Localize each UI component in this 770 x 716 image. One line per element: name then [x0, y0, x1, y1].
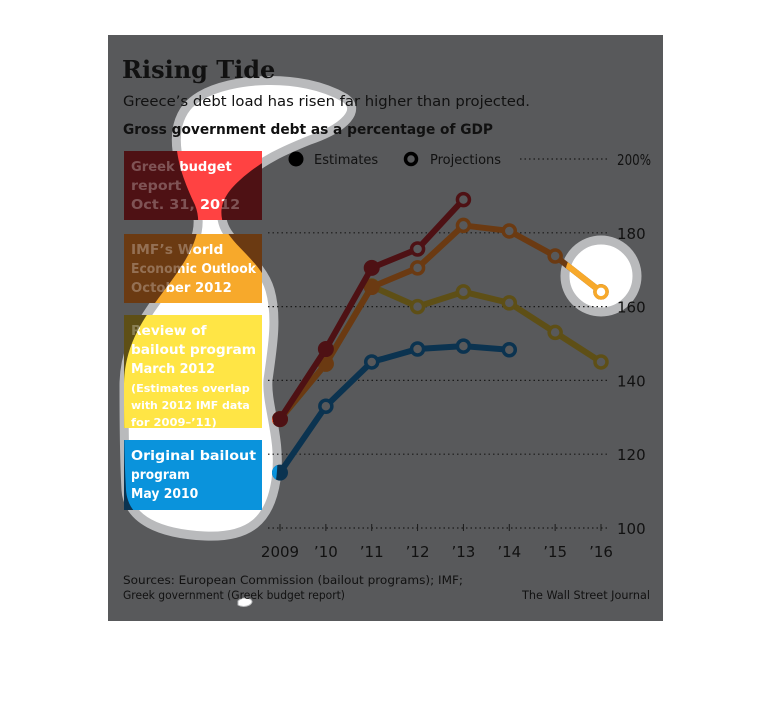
- projection-point-highlight: [593, 284, 609, 300]
- projection-point: [409, 260, 426, 276]
- y-tick-label: 180: [617, 225, 646, 243]
- highlight-blob: [237, 597, 253, 607]
- x-tick-label: ’11: [360, 543, 384, 561]
- x-tick-label: ’12: [406, 543, 430, 561]
- projection-point: [455, 217, 472, 234]
- x-tick-label: 2009: [261, 543, 299, 561]
- x-tick-label: ’16: [589, 543, 613, 561]
- chart-title: Rising Tide: [122, 55, 275, 84]
- series-label-line: for 2009–’11): [131, 416, 217, 429]
- credit-label: The Wall Street Journal: [521, 588, 650, 602]
- series-label-box: Original bailout program May 2010: [124, 440, 262, 510]
- legend-estimates-label: Estimates: [314, 153, 378, 168]
- x-tick-label: ’15: [543, 543, 567, 561]
- x-tick-label: ’13: [451, 543, 475, 561]
- projection-point: [501, 342, 518, 358]
- projection-point: [593, 354, 609, 370]
- chart-text-layer: Rising Tide Greece’s debt load has risen…: [122, 55, 651, 602]
- series-label-line: bailout program: [131, 342, 256, 358]
- x-tick-label: ’10: [314, 543, 338, 561]
- series-label-line: Review of: [131, 323, 207, 339]
- y-tick-label: 140: [617, 372, 646, 390]
- series-label-line: (Estimates overlap: [131, 382, 250, 395]
- legend-estimates-marker-icon: [288, 151, 304, 167]
- legend-projections-marker-icon: [403, 151, 419, 167]
- projection-point: [455, 191, 472, 208]
- chart-label: Gross government debt as a percentage of…: [123, 122, 493, 138]
- series-label-line: Original bailout: [131, 448, 257, 464]
- series-original-bailout-program-may-2010: [272, 338, 518, 481]
- projection-point: [455, 338, 472, 354]
- projection-point: [455, 284, 472, 300]
- highlight-blob: [560, 235, 642, 317]
- series-label-line: program: [131, 467, 190, 483]
- sources-line-1: Sources: European Commission (bailout pr…: [123, 573, 463, 587]
- series-label-box: Review of bailout program March 2012 (Estim…: [124, 315, 262, 429]
- projection-point: [501, 223, 518, 239]
- estimate-point: [363, 279, 380, 296]
- estimate-point: [317, 341, 334, 358]
- series-greek-budget-report-oct-31-2012: [272, 191, 472, 428]
- y-tick-label: 200%: [617, 151, 651, 169]
- estimate-point: [272, 411, 288, 428]
- series-label-line: with 2012 IMF data: [131, 399, 250, 412]
- projection-point: [409, 341, 426, 357]
- series-label-line: March 2012: [131, 361, 215, 377]
- projection-point: [547, 324, 563, 341]
- projection-point: [363, 354, 380, 370]
- y-tick-label: 100: [617, 520, 646, 538]
- projection-point: [547, 248, 563, 264]
- series-imf-s-world-economic-outlook-october-2012: [272, 217, 609, 428]
- projection-point: [501, 295, 518, 311]
- chart-subtitle: Greece’s debt load has risen far higher …: [123, 94, 530, 110]
- legend: Estimates Projections: [288, 151, 501, 168]
- projection-point: [409, 241, 426, 257]
- series-label-line: report: [131, 178, 182, 194]
- series-highlight: [272, 338, 518, 481]
- series-label-line: May 2010: [131, 486, 198, 502]
- y-tick-label: 120: [617, 446, 646, 464]
- projection-point: [318, 398, 334, 414]
- legend-projections-label: Projections: [430, 153, 501, 168]
- sources-line-2: Greek government (Greek budget report): [123, 588, 345, 602]
- estimate-point: [363, 259, 380, 276]
- y-tick-label: 160: [617, 299, 646, 317]
- projection-point: [409, 298, 426, 315]
- x-tick-label: ’14: [497, 543, 521, 561]
